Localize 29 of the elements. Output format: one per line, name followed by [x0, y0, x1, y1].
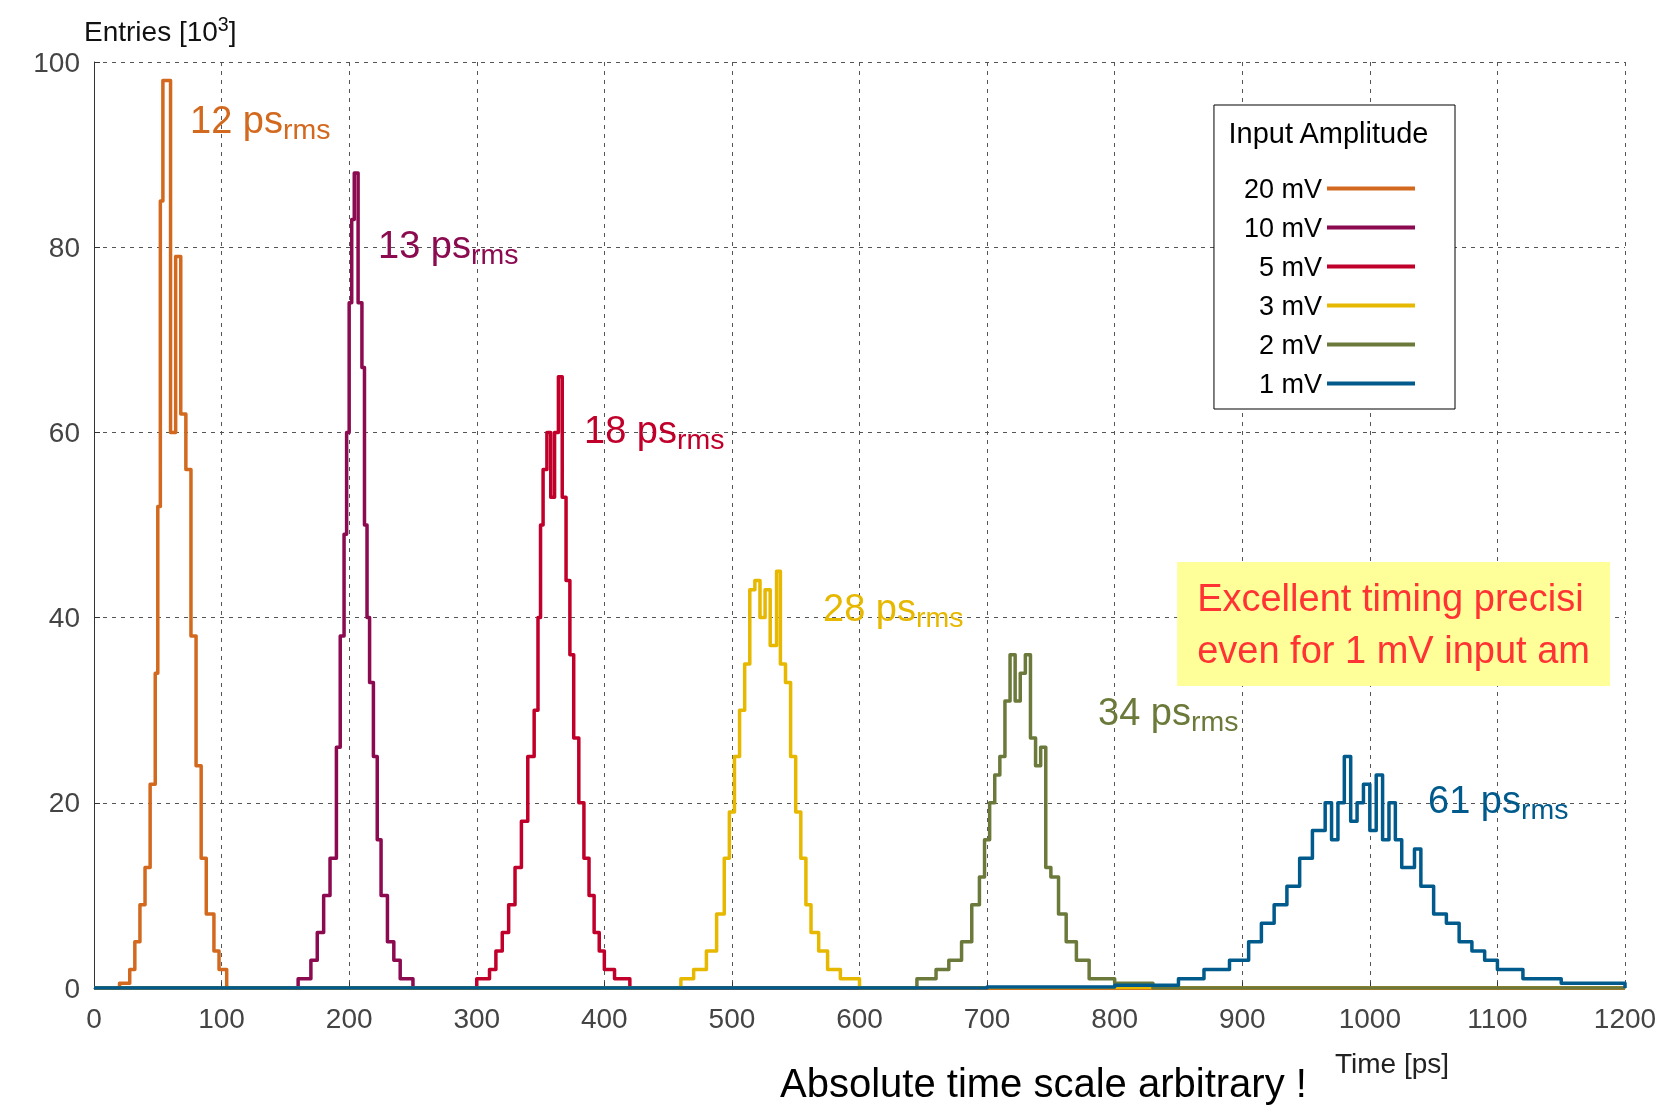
- x-tick-label: 700: [963, 1002, 1011, 1034]
- y-tick-label: 20: [48, 787, 80, 819]
- text: Absolute time scale arbitrary !: [780, 1061, 1307, 1105]
- x-tick-label: 300: [453, 1002, 501, 1034]
- x-tick-label: 500: [708, 1002, 756, 1034]
- legend-label: 10 mV: [1243, 212, 1322, 243]
- annotation: Excellent timing precisi even for 1 mV input am: [1197, 577, 1590, 671]
- legend-title: Input Amplitude: [1228, 116, 1429, 149]
- x-tick-label: 1200: [1593, 1002, 1657, 1034]
- x-tick-label: 400: [580, 1002, 628, 1034]
- legend-label: 20 mV: [1243, 173, 1322, 204]
- x-tick-label: 600: [836, 1002, 883, 1034]
- y-tick-label: 100: [33, 46, 80, 78]
- legend-label: 1 mV: [1258, 368, 1322, 399]
- x-tick-label: 900: [1218, 1002, 1266, 1034]
- y-tick-label: 0: [64, 972, 80, 1004]
- y-tick-label: 40: [48, 602, 80, 634]
- legend-label: 5 mV: [1258, 251, 1322, 282]
- y-tick-label: 60: [48, 416, 80, 448]
- x-tick-label: 100: [198, 1002, 245, 1034]
- x-tick-label: 200: [325, 1002, 373, 1034]
- x-axis-title: Time [ps]: [1335, 1047, 1450, 1079]
- legend-label: 3 mV: [1258, 290, 1322, 321]
- x-tick-label: 1000: [1338, 1002, 1401, 1034]
- legend-label: 2 mV: [1258, 329, 1322, 360]
- y-tick-label: 80: [48, 231, 80, 263]
- x-tick-label: 1100: [1467, 1002, 1528, 1034]
- x-tick-label: 0: [86, 1002, 102, 1034]
- x-tick-label: 800: [1091, 1002, 1139, 1034]
